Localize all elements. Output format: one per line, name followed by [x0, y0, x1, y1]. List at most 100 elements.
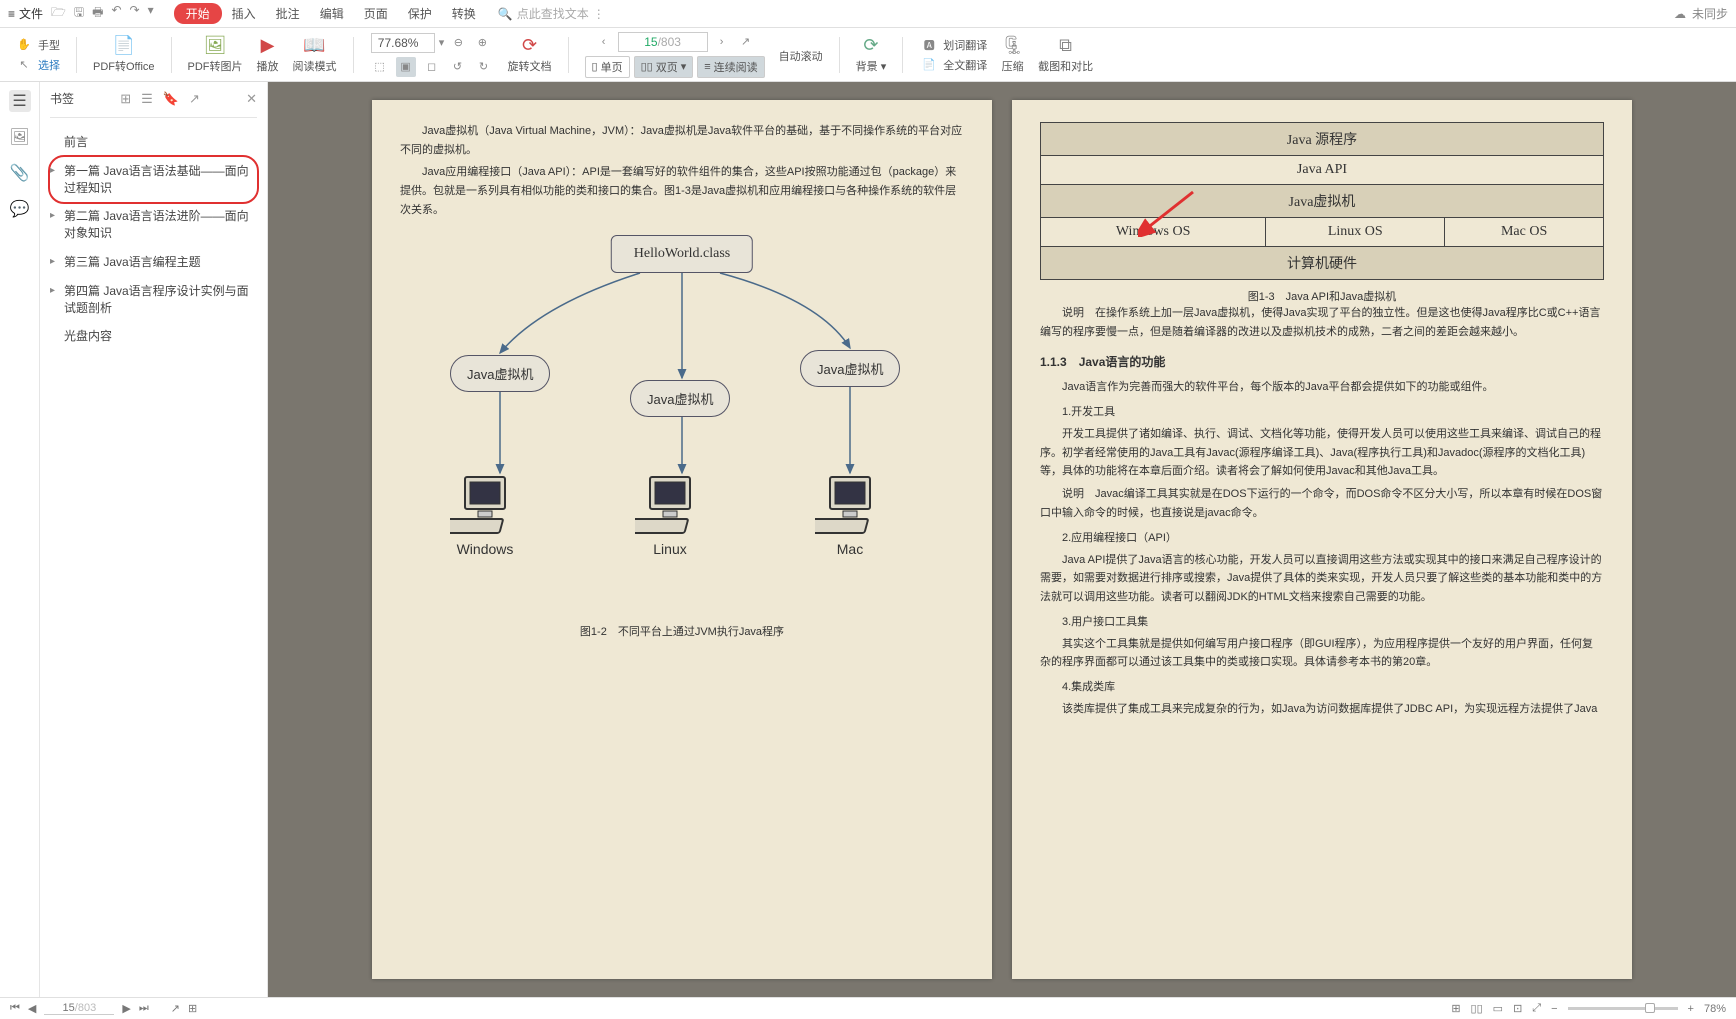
zoom-pct-label[interactable]: 78%: [1704, 1003, 1726, 1015]
background-button[interactable]: ⟳ 背景 ▾: [852, 35, 891, 74]
table-row3: Java虚拟机: [1041, 185, 1604, 218]
play-icon: ▶: [261, 35, 275, 56]
select-tool[interactable]: ↖选择: [14, 55, 60, 75]
tab-convert[interactable]: 转换: [442, 3, 486, 24]
tab-page[interactable]: 页面: [354, 3, 398, 24]
next-page-icon[interactable]: ›: [712, 32, 732, 52]
bookmark-item-5[interactable]: 光盘内容: [50, 322, 257, 351]
zoom-in-status-icon[interactable]: +: [1688, 1003, 1694, 1015]
chevron-right-icon[interactable]: ▸: [50, 284, 55, 298]
rotate-right-icon[interactable]: ↻: [474, 57, 494, 77]
tab-edit[interactable]: 编辑: [310, 3, 354, 24]
thumbnails-rail-icon[interactable]: 🖼: [9, 126, 31, 148]
compress-button[interactable]: 🗜 压缩: [997, 35, 1028, 74]
chevron-right-icon[interactable]: ▸: [50, 164, 55, 178]
menu-right: ☁ 未同步: [1674, 5, 1728, 22]
bookmark-item-0[interactable]: 前言: [50, 128, 257, 157]
page-left: Java虚拟机（Java Virtual Machine，JVM）：Java虚拟…: [372, 100, 992, 979]
status-icon-3[interactable]: ▭: [1493, 1002, 1503, 1015]
quick-access-icons: 🗁 🖫 🖶 ↶ ↷ ▾: [51, 3, 154, 24]
tab-protect[interactable]: 保护: [398, 3, 442, 24]
close-panel-icon[interactable]: ✕: [246, 91, 257, 107]
bookmark-item-3[interactable]: ▸第三篇 Java语言编程主题: [50, 248, 257, 277]
status-icon-5[interactable]: ⤢: [1532, 1002, 1541, 1015]
fit-width-icon[interactable]: ⬚: [370, 57, 390, 77]
hand-tool[interactable]: ✋手型: [14, 35, 60, 55]
last-page-icon[interactable]: ⏭: [139, 1002, 149, 1015]
bookmark-item-4[interactable]: ▸第四篇 Java语言程序设计实例与面试题剖析: [50, 277, 257, 323]
dropdown-icon[interactable]: ▾: [148, 3, 154, 24]
bm-icon-2[interactable]: ☰: [141, 91, 153, 107]
screenshot-button[interactable]: ⧉ 截图和对比: [1034, 35, 1097, 74]
comments-rail-icon[interactable]: 💬: [9, 198, 31, 220]
file-menu[interactable]: ≡ 文件: [8, 5, 43, 22]
status-icon-1[interactable]: ⊞: [1451, 1002, 1460, 1015]
status-icon-4[interactable]: ⊡: [1513, 1002, 1522, 1015]
tab-insert[interactable]: 插入: [222, 3, 266, 24]
screenshot-label: 截图和对比: [1038, 58, 1093, 74]
tab-review[interactable]: 批注: [266, 3, 310, 24]
page-right: Java 源程序 Java API Java虚拟机 Windows OS Lin…: [1012, 100, 1632, 979]
word-translate[interactable]: 🅰划词翻译: [919, 35, 987, 55]
bm-icon-3[interactable]: 🔖: [163, 91, 179, 107]
full-translate[interactable]: 📄全文翻译: [919, 55, 987, 75]
chevron-right-icon[interactable]: ▸: [50, 255, 55, 269]
save-icon[interactable]: 🖫: [74, 3, 84, 24]
pdf-to-image-button[interactable]: 🖼 PDF转图片: [184, 35, 247, 74]
fit-page-icon[interactable]: ▣: [396, 57, 416, 77]
table-row1: Java 源程序: [1041, 123, 1604, 156]
left-rail: ☰ 🖼 📎 💬: [0, 82, 40, 997]
nav-icon[interactable]: ↗: [736, 32, 756, 52]
bookmarks-rail-icon[interactable]: ☰: [9, 90, 31, 112]
next-page-status-icon[interactable]: ▶: [122, 1002, 130, 1015]
redo-icon[interactable]: ↷: [130, 3, 140, 24]
zoom-in-icon[interactable]: ⊕: [472, 33, 492, 53]
print-icon[interactable]: 🖶: [92, 3, 103, 24]
cloud-sync-icon[interactable]: ☁: [1674, 7, 1686, 21]
chevron-right-icon[interactable]: ▸: [50, 209, 55, 223]
page-input[interactable]: 15/803: [618, 32, 708, 52]
auto-scroll-button[interactable]: 自动滚动: [775, 46, 827, 64]
status-page-input[interactable]: 15/803: [44, 1002, 114, 1015]
zoom-dropdown-icon[interactable]: ▾: [439, 36, 445, 49]
attachments-rail-icon[interactable]: 📎: [9, 162, 31, 184]
single-page-button[interactable]: ▯ 单页: [585, 56, 630, 78]
intro-para: Java语言作为完善而强大的软件平台，每个版本的Java平台都会提供如下的功能或…: [1040, 378, 1604, 397]
document-area[interactable]: Java虚拟机（Java Virtual Machine，JVM）：Java虚拟…: [268, 82, 1736, 997]
bm-icon-1[interactable]: ⊞: [120, 91, 131, 107]
status-jump-icon[interactable]: ↗: [171, 1002, 180, 1015]
read-mode-button[interactable]: 📖 阅读模式: [289, 35, 341, 74]
rotate-doc-button[interactable]: ⟳ 旋转文档: [504, 35, 556, 74]
bookmark-item-2[interactable]: ▸第二篇 Java语言语法进阶——面向对象知识: [50, 202, 257, 248]
background-icon: ⟳: [863, 35, 878, 56]
first-page-icon[interactable]: ⏮: [10, 1002, 20, 1015]
status-page-tot: /803: [75, 1002, 96, 1014]
bookmark-item-1[interactable]: ▸第一篇 Java语言语法基础——面向过程知识: [50, 157, 257, 203]
tab-start[interactable]: 开始: [174, 3, 222, 24]
actual-size-icon[interactable]: ◻: [422, 57, 442, 77]
open-icon[interactable]: 🗁: [51, 3, 66, 24]
zoom-value[interactable]: 77.68%: [371, 33, 435, 53]
zoom-out-icon[interactable]: ⊖: [448, 33, 468, 53]
zoom-slider[interactable]: [1568, 1007, 1678, 1010]
continuous-button[interactable]: ≡ 连续阅读: [697, 56, 764, 78]
prev-page-icon[interactable]: ‹: [594, 32, 614, 52]
status-icon-2[interactable]: ▯▯: [1471, 1002, 1483, 1015]
bm-icon-4[interactable]: ↗: [189, 91, 200, 107]
rotate-left-icon[interactable]: ↺: [448, 57, 468, 77]
play-button[interactable]: ▶ 播放: [253, 35, 283, 74]
compress-label: 压缩: [1002, 58, 1024, 74]
cursor-mode-group: ✋手型 ↖选择: [10, 35, 64, 75]
desktop-computer-icon: [635, 475, 705, 537]
double-page-button[interactable]: ▯▯ 双页 ▾: [634, 56, 694, 78]
undo-icon[interactable]: ↶: [111, 3, 121, 24]
pdf-office-label: PDF转Office: [93, 58, 155, 74]
search-hint[interactable]: 🔍 点此查找文本 ⋮: [498, 5, 605, 22]
page-total: /803: [658, 35, 681, 49]
translate-icon: 🅰: [919, 35, 939, 55]
status-view-icon[interactable]: ⊞: [188, 1002, 197, 1015]
pdf-to-office-button[interactable]: 📄 PDF转Office: [89, 35, 159, 74]
prev-page-status-icon[interactable]: ◀: [28, 1002, 36, 1015]
menu-bar: ≡ 文件 🗁 🖫 🖶 ↶ ↷ ▾ 开始 插入 批注 编辑 页面 保护 转换 🔍 …: [0, 0, 1736, 28]
zoom-out-status-icon[interactable]: −: [1551, 1003, 1557, 1015]
